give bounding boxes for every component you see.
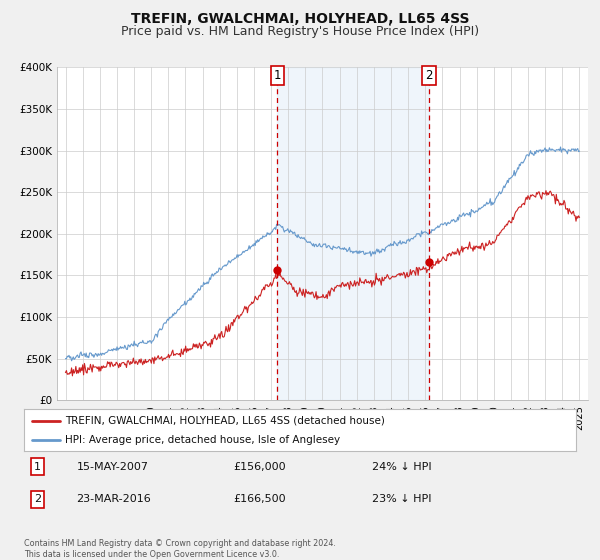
Text: 23% ↓ HPI: 23% ↓ HPI <box>372 494 431 505</box>
Text: 2: 2 <box>425 69 433 82</box>
Text: 1: 1 <box>34 461 41 472</box>
Text: Contains HM Land Registry data © Crown copyright and database right 2024.
This d: Contains HM Land Registry data © Crown c… <box>24 539 336 559</box>
Text: 15-MAY-2007: 15-MAY-2007 <box>76 461 148 472</box>
Text: Price paid vs. HM Land Registry's House Price Index (HPI): Price paid vs. HM Land Registry's House … <box>121 25 479 38</box>
Text: 2: 2 <box>34 494 41 505</box>
Text: 23-MAR-2016: 23-MAR-2016 <box>76 494 151 505</box>
Text: TREFIN, GWALCHMAI, HOLYHEAD, LL65 4SS (detached house): TREFIN, GWALCHMAI, HOLYHEAD, LL65 4SS (d… <box>65 416 385 426</box>
Text: 1: 1 <box>274 69 281 82</box>
Text: £156,000: £156,000 <box>234 461 286 472</box>
Text: 24% ↓ HPI: 24% ↓ HPI <box>372 461 431 472</box>
Text: HPI: Average price, detached house, Isle of Anglesey: HPI: Average price, detached house, Isle… <box>65 435 341 445</box>
Bar <box>277 67 429 400</box>
Text: TREFIN, GWALCHMAI, HOLYHEAD, LL65 4SS: TREFIN, GWALCHMAI, HOLYHEAD, LL65 4SS <box>131 12 469 26</box>
Text: £166,500: £166,500 <box>234 494 286 505</box>
